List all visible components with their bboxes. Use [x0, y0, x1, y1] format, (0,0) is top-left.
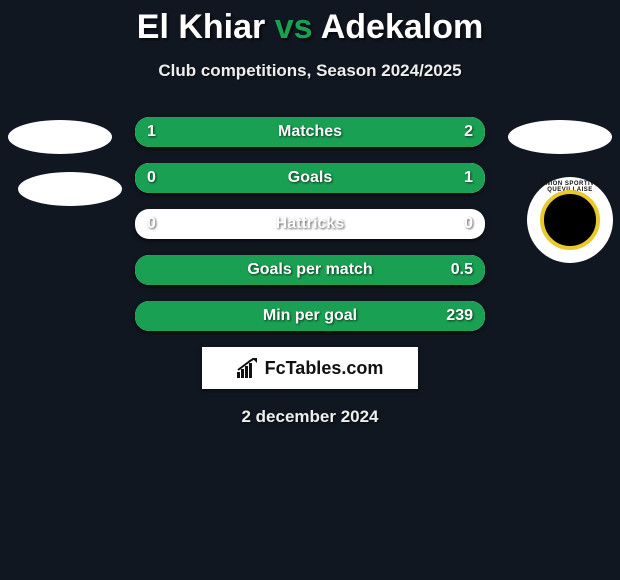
placeholder-oval	[8, 120, 112, 154]
player2-club-badge: UNION SPORTIVE QUEVILLAISE	[515, 177, 620, 263]
stat-right-value: 239	[446, 301, 473, 331]
stat-right-value: 1	[464, 163, 473, 193]
stat-right-value: 0	[464, 209, 473, 239]
stat-row: 0Goals1	[135, 163, 485, 193]
player1-name: El Khiar	[137, 8, 265, 46]
club-badge-inner	[540, 190, 600, 250]
placeholder-oval	[18, 172, 122, 206]
stat-label: Min per goal	[135, 301, 485, 331]
player1-logo-top	[5, 120, 115, 154]
vs-label: vs	[275, 8, 313, 46]
brand-chart-icon	[237, 358, 259, 378]
date-label: 2 december 2024	[0, 407, 620, 427]
player1-logo-bottom	[15, 172, 125, 206]
stat-label: Goals per match	[135, 255, 485, 285]
brand-box: FcTables.com	[202, 347, 418, 389]
player2-logo-top	[505, 120, 615, 154]
stat-label: Hattricks	[135, 209, 485, 239]
stats-container: 1Matches20Goals10Hattricks0Goals per mat…	[135, 117, 485, 331]
subtitle: Club competitions, Season 2024/2025	[0, 61, 620, 81]
stat-row: Min per goal239	[135, 301, 485, 331]
stat-right-value: 2	[464, 117, 473, 147]
stat-label: Matches	[135, 117, 485, 147]
stat-row: 1Matches2	[135, 117, 485, 147]
stat-right-value: 0.5	[451, 255, 473, 285]
stat-row: 0Hattricks0	[135, 209, 485, 239]
placeholder-oval	[508, 120, 612, 154]
stat-row: Goals per match0.5	[135, 255, 485, 285]
stat-label: Goals	[135, 163, 485, 193]
brand-text: FcTables.com	[265, 358, 384, 379]
page-title: El Khiar vs Adekalom	[0, 0, 620, 47]
player2-name: Adekalom	[321, 8, 484, 46]
